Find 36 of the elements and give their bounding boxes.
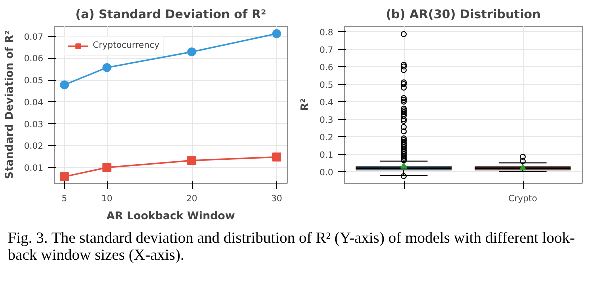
y-tick-label: 0.07 xyxy=(24,32,44,43)
y-axis-title: R² xyxy=(298,98,312,112)
x-tick-label: 20 xyxy=(186,194,198,204)
point xyxy=(60,80,70,90)
x-axis-title: AR Lookback Window xyxy=(106,210,236,222)
chart-title: (b) AR(30) Distribution xyxy=(386,8,541,22)
x-tick-label: Crypto xyxy=(508,194,538,204)
y-tick-label: 0.02 xyxy=(24,142,44,152)
y-axis-title: Standard Deviation of R² xyxy=(3,30,16,180)
y-tick-label: 0.06 xyxy=(24,54,44,65)
y-tick-label: 0.01 xyxy=(24,164,44,174)
chart-title: (a) Standard Deviation of R² xyxy=(76,8,266,22)
point xyxy=(102,63,112,72)
y-tick-label: 0.5 xyxy=(320,80,334,91)
x-tick-label: 5 xyxy=(62,194,68,204)
point xyxy=(60,172,70,182)
x-tick-label: 10 xyxy=(102,194,113,204)
y-tick-label: 0.0 xyxy=(320,168,334,178)
legend-label: Cryptocurrency xyxy=(93,41,160,51)
y-tick-label: 0.04 xyxy=(24,98,44,108)
point xyxy=(272,29,282,38)
point xyxy=(188,48,197,57)
point xyxy=(102,163,112,172)
point xyxy=(188,156,197,166)
y-tick-label: 0.1 xyxy=(320,150,334,161)
y-tick-label: 0.8 xyxy=(320,28,334,38)
y-tick-label: 0.6 xyxy=(320,63,334,74)
y-tick-label: 0.05 xyxy=(24,76,44,87)
x-tick-label: 30 xyxy=(271,194,282,204)
y-tick-label: 0.2 xyxy=(320,133,334,144)
y-tick-label: 0.03 xyxy=(24,120,44,130)
y-tick-label: 0.4 xyxy=(320,98,334,108)
caption: Fig. 3. The standard deviation and distribution of R² (Y-axis) of models with different look-back window sizes (X-axis). xyxy=(8,230,576,264)
y-tick-label: 0.7 xyxy=(320,46,334,56)
point xyxy=(272,152,282,162)
y-tick-label: 0.3 xyxy=(320,116,334,126)
